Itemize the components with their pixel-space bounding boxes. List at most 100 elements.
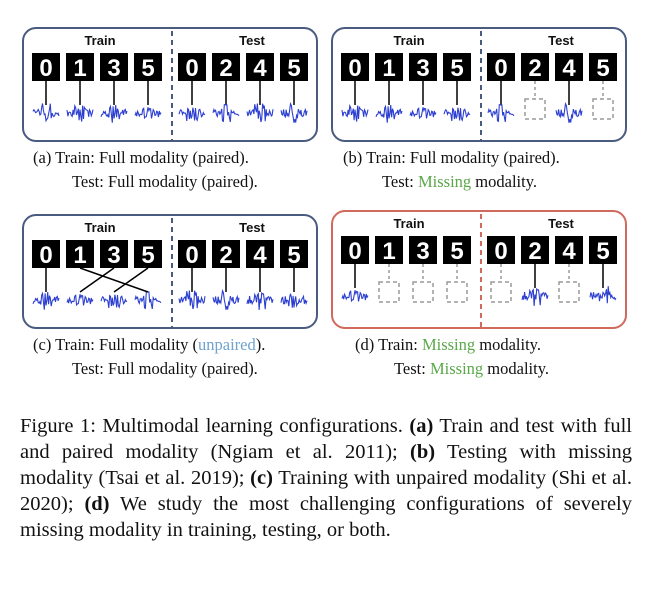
digit-image: [178, 53, 206, 81]
digit-glyph: 3: [416, 238, 429, 265]
digit-glyph: 1: [73, 55, 86, 82]
audio-waveform: [521, 287, 549, 306]
audio-waveform: [375, 104, 403, 123]
audio-waveform: [212, 288, 240, 310]
audio-waveform: [280, 293, 308, 308]
digit-glyph: 4: [253, 242, 267, 269]
missing-modality-box: [524, 98, 546, 120]
digit-glyph: 3: [107, 242, 120, 269]
text-c: Training with unpaired modality (Shi et …: [20, 467, 632, 515]
caption-c-suffix: ).: [255, 335, 266, 354]
caption-d-prefix: (d) Train:: [355, 335, 422, 354]
digit-glyph: 3: [416, 55, 429, 82]
digit-image: [280, 240, 308, 268]
digit-image: [32, 53, 60, 81]
missing-modality-box: [490, 281, 512, 303]
audio-waveform: [341, 103, 369, 122]
digit-image: [246, 53, 274, 81]
caption-d2-suffix: modality.: [483, 359, 549, 378]
digit-image: [375, 236, 403, 264]
missing-modality-box: [446, 281, 468, 303]
caption-lead: Figure 1: Multimodal learning configurat…: [20, 415, 410, 437]
digit-image: [66, 240, 94, 268]
digit-image: [375, 53, 403, 81]
unpaired-connector: [79, 267, 149, 293]
audio-waveform: [280, 101, 308, 123]
audio-waveform: [341, 290, 369, 303]
text-b: Testing with missing modality (Tsai et a…: [20, 441, 632, 489]
digit-glyph: 5: [141, 55, 154, 82]
digit-glyph: 5: [450, 55, 463, 82]
missing-modality-box: [412, 281, 434, 303]
digit-glyph: 2: [528, 238, 541, 265]
digit-image: [66, 53, 94, 81]
digit-glyph: 5: [287, 55, 300, 82]
digit-glyph: 0: [39, 55, 52, 82]
caption-d-suffix: modality.: [475, 335, 541, 354]
audio-waveform: [178, 290, 206, 310]
digit-image: [246, 240, 274, 268]
digit-image: [134, 240, 162, 268]
digit-image: [589, 53, 617, 81]
audio-waveform: [66, 103, 94, 122]
digit-glyph: 0: [185, 242, 198, 269]
digit-glyph: 4: [562, 55, 576, 82]
missing-word: Missing: [417, 172, 472, 191]
digit-image: [341, 53, 369, 81]
digit-glyph: 1: [73, 242, 86, 269]
missing-modality-box: [592, 98, 614, 120]
digit-image: [409, 53, 437, 81]
digit-image: [521, 53, 549, 81]
audio-waveform: [487, 104, 515, 123]
audio-waveform: [178, 107, 206, 122]
digit-glyph: 0: [185, 55, 198, 82]
digit-image: [280, 53, 308, 81]
digit-image: [100, 240, 128, 268]
caption-b-line2: Test: Missing modality.: [382, 170, 537, 194]
train-label: Train: [393, 33, 425, 48]
caption-a-line2: Test: Full modality (paired).: [72, 172, 258, 191]
digit-image: [443, 53, 471, 81]
digit-glyph: 0: [348, 238, 361, 265]
test-label: Test: [239, 33, 265, 48]
digit-image: [443, 236, 471, 264]
audio-waveform: [212, 104, 240, 123]
digit-image: [212, 53, 240, 81]
digit-image: [178, 240, 206, 268]
audio-waveform: [246, 103, 274, 123]
caption-d-line1: (d) Train: Missing modality.: [355, 333, 541, 357]
digit-image: [555, 236, 583, 264]
digit-glyph: 2: [219, 242, 232, 269]
test-label: Test: [548, 33, 574, 48]
unpaired-word: unpaired: [198, 335, 256, 354]
digit-glyph: 5: [596, 238, 609, 265]
caption-c-line2: Test: Full modality (paired).: [72, 359, 258, 378]
caption-c-line1: (c) Train: Full modality (unpaired).: [33, 333, 265, 357]
caption-a-line1: (a) Train: Full modality (paired).: [33, 148, 249, 167]
digit-image: [487, 236, 515, 264]
audio-waveform: [32, 103, 60, 123]
audio-waveform: [66, 294, 94, 307]
caption-c-prefix: (c) Train: Full modality (: [33, 335, 198, 354]
digit-glyph: 0: [348, 55, 361, 82]
audio-waveform: [100, 104, 128, 123]
audio-waveform: [409, 107, 437, 120]
missing-word: Missing: [421, 335, 476, 354]
digit-image: [212, 240, 240, 268]
audio-waveform: [134, 107, 162, 120]
train-label: Train: [84, 220, 116, 235]
missing-modality-box: [558, 281, 580, 303]
digit-glyph: 2: [528, 55, 541, 82]
digit-image: [589, 236, 617, 264]
audio-waveform: [100, 294, 128, 309]
digit-glyph: 0: [494, 55, 507, 82]
digit-glyph: 4: [562, 238, 576, 265]
digit-glyph: 2: [219, 55, 232, 82]
audio-waveform: [32, 291, 60, 310]
